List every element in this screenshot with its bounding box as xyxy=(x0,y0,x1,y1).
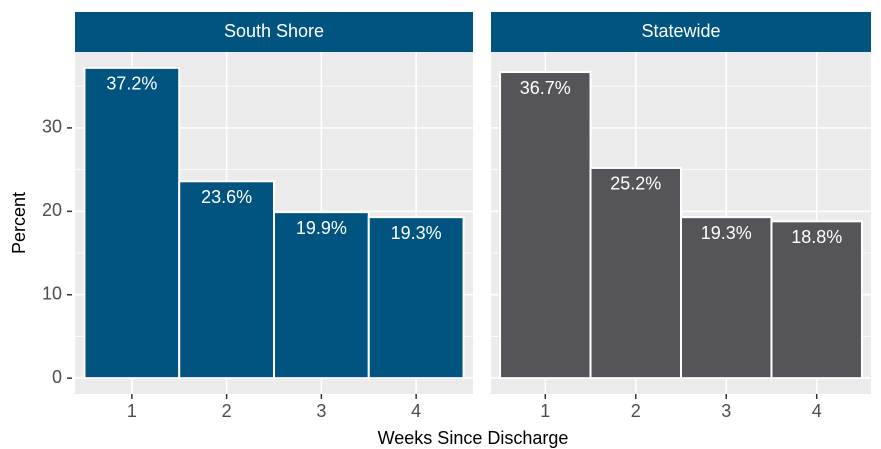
bar xyxy=(589,166,682,380)
x-tick-label: 3 xyxy=(721,401,731,421)
value-label: 19.3% xyxy=(701,223,752,243)
x-tick-label: 3 xyxy=(316,401,326,421)
strip xyxy=(491,12,871,52)
x-tick-label: 4 xyxy=(411,401,421,421)
bar xyxy=(273,211,370,380)
y-tick-label: 20 xyxy=(42,200,62,220)
bar xyxy=(367,216,465,380)
bar xyxy=(83,66,181,380)
bar xyxy=(770,220,863,380)
x-tick-label: 2 xyxy=(631,401,641,421)
value-label: 37.2% xyxy=(106,74,157,94)
value-label: 36.7% xyxy=(520,78,571,98)
strip-title: South Shore xyxy=(224,21,324,41)
strip xyxy=(75,12,473,52)
bar xyxy=(178,180,275,380)
x-tick-label: 1 xyxy=(127,401,137,421)
y-axis-title: Percent xyxy=(9,192,29,254)
value-label: 19.9% xyxy=(296,218,347,238)
value-label: 25.2% xyxy=(610,174,661,194)
x-tick-label: 1 xyxy=(540,401,550,421)
value-label: 18.8% xyxy=(791,227,842,247)
y-tick-label: 30 xyxy=(42,117,62,137)
value-label: 23.6% xyxy=(201,187,252,207)
x-axis-title: Weeks Since Discharge xyxy=(378,428,569,448)
x-tick-label: 4 xyxy=(812,401,822,421)
bar xyxy=(680,216,773,380)
value-label: 19.3% xyxy=(391,223,442,243)
bar xyxy=(499,71,592,380)
x-tick-label: 2 xyxy=(222,401,232,421)
y-tick-label: 0 xyxy=(52,367,62,387)
strip-title: Statewide xyxy=(641,21,720,41)
y-tick-label: 10 xyxy=(42,283,62,303)
